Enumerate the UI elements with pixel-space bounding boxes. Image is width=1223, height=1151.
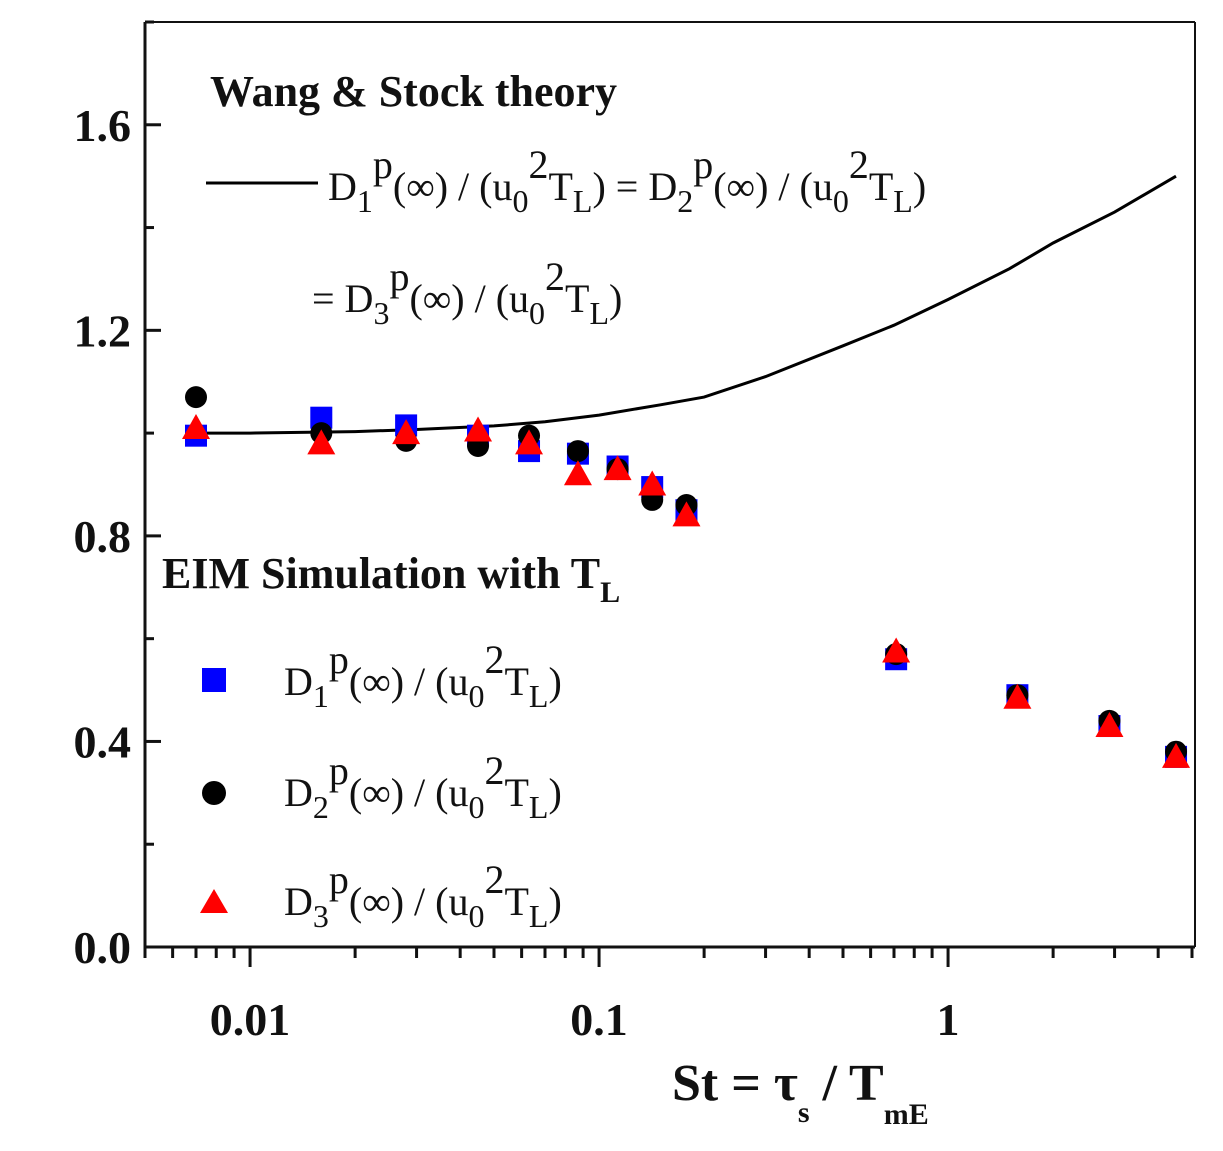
legend-circle-marker xyxy=(202,781,226,805)
legend-square-marker xyxy=(202,668,226,692)
data-point-circle xyxy=(184,386,207,409)
tick-group xyxy=(143,20,1194,967)
y-tick-label: 0.0 xyxy=(74,922,132,973)
data-point-triangle xyxy=(392,419,421,445)
data-point-triangle xyxy=(603,455,632,481)
data-point-triangle xyxy=(181,413,210,439)
tick-label-group: 0.0 0.4 0.8 1.2 1.6 0.01 0.1 1 xyxy=(74,100,960,1045)
data-point-triangle xyxy=(1095,712,1124,738)
x-tick-label: 0.01 xyxy=(210,994,291,1045)
marker-group xyxy=(181,386,1191,768)
y-tick-label: 1.6 xyxy=(74,100,132,151)
data-point-triangle xyxy=(464,416,493,442)
x-tick-label: 1 xyxy=(937,994,960,1045)
legend-triangle-marker xyxy=(200,889,228,913)
theory-legend-line1: D1p(∞) / (u02TL) = D2p(∞) / (u02TL) xyxy=(328,142,926,219)
sim-legend-d3: D3p(∞) / (u02TL) xyxy=(284,857,562,934)
theory-legend-line2: = D3p(∞) / (u02TL) xyxy=(312,254,622,331)
data-point-circle xyxy=(566,440,589,463)
x-tick-label: 0.1 xyxy=(570,994,628,1045)
x-axis-label: St = τs / TmE xyxy=(672,1055,929,1131)
data-point-triangle xyxy=(515,429,544,455)
sim-legend-d2: D2p(∞) / (u02TL) xyxy=(284,748,562,825)
data-point-square xyxy=(310,406,333,429)
data-point-triangle xyxy=(672,501,701,527)
data-point-triangle xyxy=(307,429,336,455)
data-point-triangle xyxy=(563,460,592,486)
data-point-triangle xyxy=(1162,742,1191,768)
sim-legend-title: EIM Simulation with TL xyxy=(162,549,620,609)
theory-legend-title: Wang & Stock theory xyxy=(210,67,617,116)
y-tick-label: 0.4 xyxy=(74,716,132,767)
sim-legend-d1: D1p(∞) / (u02TL) xyxy=(284,637,562,714)
data-point-triangle xyxy=(638,470,667,496)
y-tick-label: 0.8 xyxy=(74,511,132,562)
data-point-triangle xyxy=(882,637,911,663)
data-point-triangle xyxy=(1003,683,1032,709)
y-tick-label: 1.2 xyxy=(74,305,132,356)
